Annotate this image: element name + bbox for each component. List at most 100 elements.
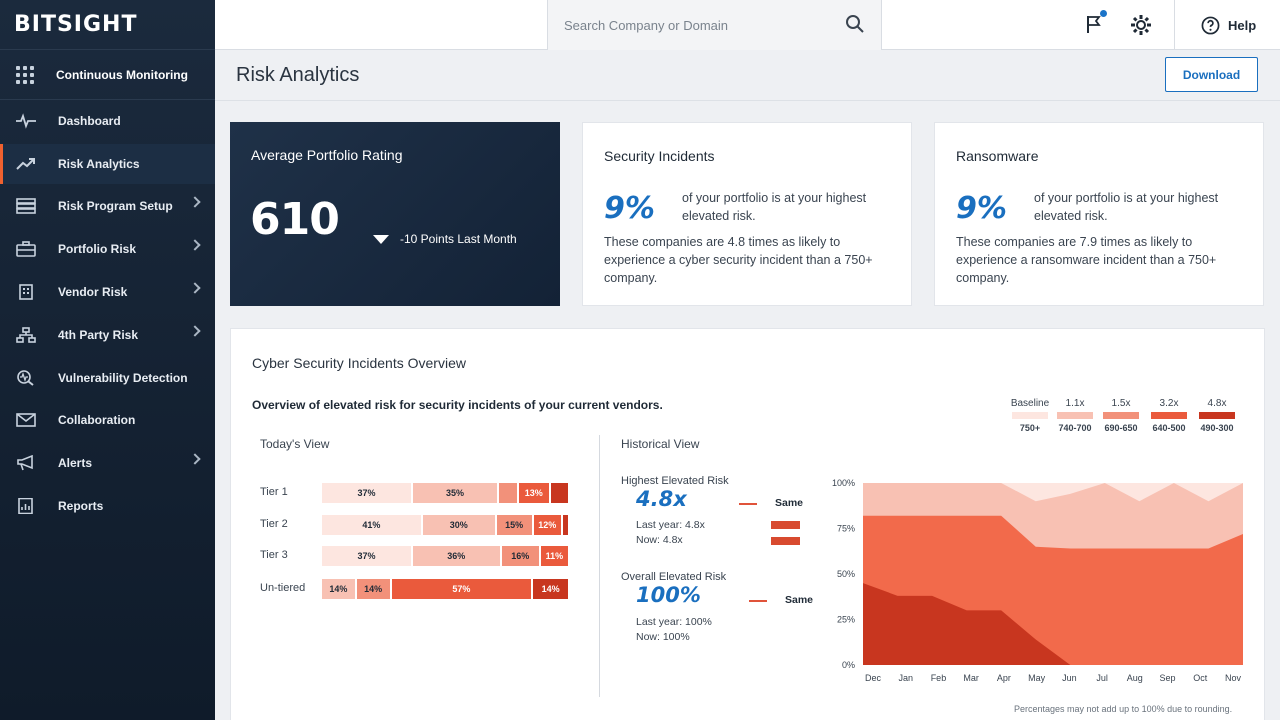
- overall-last-year: Last year: 100%: [636, 616, 712, 628]
- legend-range: 750+: [1019, 423, 1041, 433]
- header-divider: [215, 100, 1280, 101]
- legend-range: 740-700: [1058, 423, 1092, 433]
- x-tick-label: Mar: [963, 673, 979, 683]
- sidebar-item-portfolio-risk[interactable]: Portfolio Risk: [0, 229, 215, 269]
- rating-delta: -10 Points Last Month: [400, 232, 517, 246]
- legend-entry: 1.1x 740-700: [1055, 398, 1095, 433]
- tier-bar-segment: [550, 483, 568, 503]
- highest-last-year: Last year: 4.8x: [636, 519, 705, 531]
- sidebar-item-vendor-risk[interactable]: Vendor Risk: [0, 272, 215, 312]
- legend-label: Baseline: [1010, 398, 1050, 409]
- help-button[interactable]: Help: [1174, 0, 1280, 50]
- sidebar-item-label: Portfolio Risk: [58, 242, 137, 256]
- sidebar-item-label: Vulnerability Detection: [58, 371, 188, 385]
- tier-bar[interactable]: 41% 30% 15% 12%: [322, 515, 568, 535]
- sidebar-item-vulnerability-detection[interactable]: Vulnerability Detection: [0, 358, 215, 398]
- sidebar-item-label: Dashboard: [58, 114, 121, 128]
- view-divider: [599, 435, 600, 697]
- scan-icon: [16, 369, 36, 387]
- historical-view-label: Historical View: [621, 437, 700, 451]
- y-tick-label: 0%: [842, 660, 855, 670]
- tier-bar-segment: 36%: [413, 546, 502, 566]
- highest-risk-label: Highest Elevated Risk: [621, 475, 729, 487]
- network-icon: [16, 326, 36, 344]
- tier-bar[interactable]: 37% 35% 13%: [322, 483, 568, 503]
- tier-bar[interactable]: 14% 14% 57% 14%: [322, 579, 568, 599]
- report-icon: [16, 497, 36, 515]
- tier-bar-segment: 30%: [422, 515, 497, 535]
- legend-label: 1.5x: [1111, 398, 1131, 409]
- sidebar-item-dashboard[interactable]: Dashboard: [0, 101, 215, 141]
- incidents-overview-panel: Cyber Security Incidents Overview Overvi…: [230, 328, 1265, 720]
- legend-swatch: [1199, 412, 1235, 419]
- sidebar-item-collaboration[interactable]: Collaboration: [0, 400, 215, 440]
- tier-bar-segment: 37%: [322, 483, 414, 503]
- sidebar-item-risk-program-setup[interactable]: Risk Program Setup: [0, 186, 215, 226]
- chevron-right-icon: [189, 239, 201, 251]
- todays-view-label: Today's View: [260, 437, 330, 451]
- legend-entry: 1.5x 690-650: [1101, 398, 1141, 433]
- tier-bar-segment: 14%: [533, 579, 568, 599]
- overview-title: Cyber Security Incidents Overview: [252, 355, 466, 371]
- tier-label: Un-tiered: [260, 582, 306, 594]
- rating-value: 610: [250, 194, 340, 245]
- sidebar-item-label: Risk Analytics: [58, 157, 140, 171]
- highest-risk-value: 4.8x: [636, 487, 687, 511]
- tier-bar-segment: 35%: [413, 483, 500, 503]
- flag-icon[interactable]: [1085, 10, 1107, 39]
- tier-bar-segment: 41%: [322, 515, 423, 535]
- chevron-right-icon: [189, 282, 201, 294]
- x-tick-label: Sep: [1160, 673, 1176, 683]
- sidebar-item-label: Vendor Risk: [58, 285, 128, 299]
- legend-label: 3.2x: [1159, 398, 1179, 409]
- page-title: Risk Analytics: [236, 64, 360, 86]
- continuous-monitoring-header[interactable]: Continuous Monitoring: [0, 50, 215, 100]
- ransomware-card-title: Ransomware: [956, 148, 1039, 164]
- incidents-desc: These companies are 4.8 times as likely …: [604, 235, 873, 285]
- average-rating-card: Average Portfolio Rating 610 -10 Points …: [230, 122, 560, 306]
- briefcase-icon: [16, 240, 36, 258]
- sidebar-item-label: Reports: [58, 499, 104, 513]
- tier-bar-segment: 11%: [540, 546, 568, 566]
- incidents-card-title: Security Incidents: [604, 148, 715, 164]
- sidebar-item-label: Collaboration: [58, 413, 136, 427]
- rating-card-title: Average Portfolio Rating: [251, 147, 403, 163]
- sidebar-item-label: Alerts: [58, 456, 93, 470]
- legend-entry: 3.2x 640-500: [1149, 398, 1189, 433]
- download-button[interactable]: Download: [1165, 57, 1258, 92]
- legend-entry: 4.8x 490-300: [1197, 398, 1237, 433]
- search-box: [547, 0, 882, 50]
- overview-subtitle: Overview of elevated risk for security i…: [252, 398, 663, 412]
- building-icon: [16, 283, 36, 301]
- highest-now: Now: 4.8x: [636, 534, 683, 546]
- legend-swatch: [1057, 412, 1093, 419]
- overall-risk-value: 100%: [636, 583, 701, 607]
- highest-risk-status: Same: [775, 497, 804, 509]
- x-tick-label: Jul: [1096, 673, 1108, 683]
- tier-bar[interactable]: 37% 36% 16% 11%: [322, 546, 568, 566]
- x-tick-label: May: [1028, 673, 1046, 683]
- x-tick-label: Oct: [1193, 673, 1208, 683]
- ransomware-card[interactable]: Ransomware 9% of your portfolio is at yo…: [934, 122, 1264, 306]
- sidebar-item-risk-analytics[interactable]: Risk Analytics: [0, 144, 215, 184]
- trend-icon: [16, 155, 36, 173]
- security-incidents-card[interactable]: Security Incidents 9% of your portfolio …: [582, 122, 912, 306]
- legend-swatch: [1012, 412, 1048, 419]
- bitsight-logo[interactable]: BITSIGHT: [0, 0, 215, 50]
- x-tick-label: Jan: [898, 673, 913, 683]
- incidents-pct: 9%: [604, 191, 655, 226]
- x-tick-label: Aug: [1127, 673, 1143, 683]
- search-input[interactable]: [564, 17, 834, 33]
- sidebar-item-alerts[interactable]: Alerts: [0, 443, 215, 483]
- gear-icon[interactable]: [1130, 14, 1152, 41]
- rounding-footnote: Percentages may not add up to 100% due t…: [1014, 704, 1233, 714]
- sidebar-item-4th-party-risk[interactable]: 4th Party Risk: [0, 315, 215, 355]
- sidebar-item-reports[interactable]: Reports: [0, 486, 215, 526]
- search-icon[interactable]: [845, 14, 865, 34]
- ransomware-pct: 9%: [956, 191, 1007, 226]
- now-bar: [771, 537, 800, 545]
- legend-swatch: [1151, 412, 1187, 419]
- tier-bar-segment: 37%: [322, 546, 414, 566]
- overall-risk-status: Same: [785, 594, 814, 606]
- x-tick-label: Feb: [931, 673, 947, 683]
